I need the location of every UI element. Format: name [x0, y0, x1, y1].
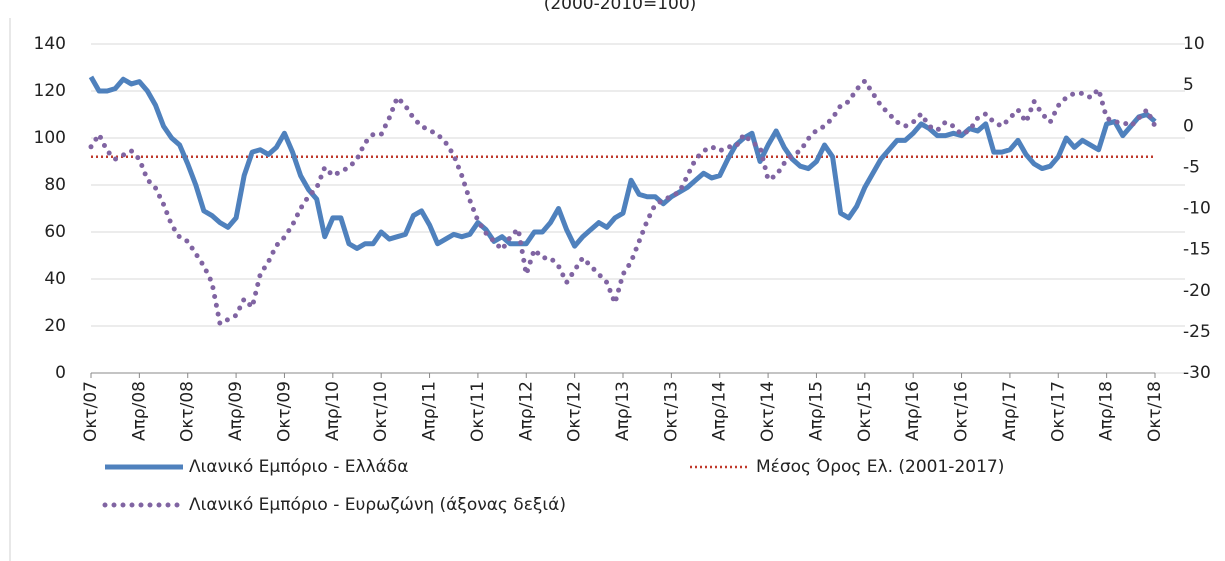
- x-tick-label: Απρ/14: [710, 381, 730, 441]
- y2-tick-label: -15: [1183, 240, 1211, 260]
- y2-tick-label: -20: [1183, 281, 1211, 301]
- y-tick-label: 40: [44, 269, 66, 289]
- y-tick-label: 140: [34, 34, 66, 54]
- x-tick-label: Απρ/16: [903, 381, 923, 441]
- y-tick-label: 0: [55, 363, 66, 383]
- x-tick-label: Οκτ/11: [468, 381, 488, 442]
- x-tick-label: Απρ/10: [323, 381, 343, 441]
- y2-tick-label: -5: [1183, 157, 1200, 177]
- y2-tick-label: 0: [1183, 116, 1194, 136]
- y-tick-label: 80: [44, 175, 66, 195]
- y2-tick-label: -10: [1183, 199, 1211, 219]
- x-tick-label: Οκτ/07: [81, 381, 101, 442]
- y-tick-label: 100: [34, 128, 66, 148]
- x-tick-label: Οκτ/18: [1145, 381, 1165, 442]
- x-tick-label: Οκτ/15: [855, 381, 875, 442]
- y-tick-label: 60: [44, 222, 66, 242]
- y2-tick-label: -30: [1183, 363, 1211, 383]
- y2-tick-label: 5: [1183, 75, 1194, 95]
- x-tick-label: Απρ/08: [129, 381, 149, 441]
- x-tick-label: Οκτ/13: [661, 381, 681, 442]
- x-tick-label: Απρ/18: [1097, 381, 1117, 441]
- x-tick-label: Οκτ/14: [758, 381, 778, 442]
- series-line: [88, 75, 1157, 251]
- x-tick-label: Οκτ/10: [371, 381, 391, 442]
- x-tick-label: Οκτ/08: [178, 381, 198, 442]
- y2-tick-label: -25: [1183, 322, 1211, 342]
- x-tick-label: Απρ/12: [516, 381, 536, 441]
- x-tick-label: Απρ/11: [420, 381, 440, 441]
- series-line: [88, 77, 1158, 328]
- x-tick-label: Οκτ/16: [952, 381, 972, 442]
- y2-tick-label: 10: [1183, 34, 1205, 54]
- legend-label: Μέσος Όρος Ελ. (2001-2017): [756, 457, 1004, 477]
- x-tick-label: Απρ/13: [613, 381, 633, 441]
- chart-subtitle: (2000-2010=100): [544, 0, 697, 14]
- y-tick-label: 120: [34, 81, 66, 101]
- x-tick-label: Απρ/15: [806, 381, 826, 441]
- x-tick-label: Απρ/17: [1000, 381, 1020, 441]
- x-tick-label: Οκτ/17: [1048, 381, 1068, 442]
- y-tick-label: 20: [44, 316, 66, 336]
- legend-label: Λιανικό Εμπόριο - Ελλάδα: [189, 457, 408, 477]
- legend-label: Λιανικό Εμπόριο - Ευρωζώνη (άξονας δεξιά…: [189, 495, 566, 515]
- x-tick-label: Οκτ/09: [274, 381, 294, 442]
- x-tick-label: Οκτ/12: [565, 381, 585, 442]
- x-tick-label: Απρ/09: [226, 381, 246, 441]
